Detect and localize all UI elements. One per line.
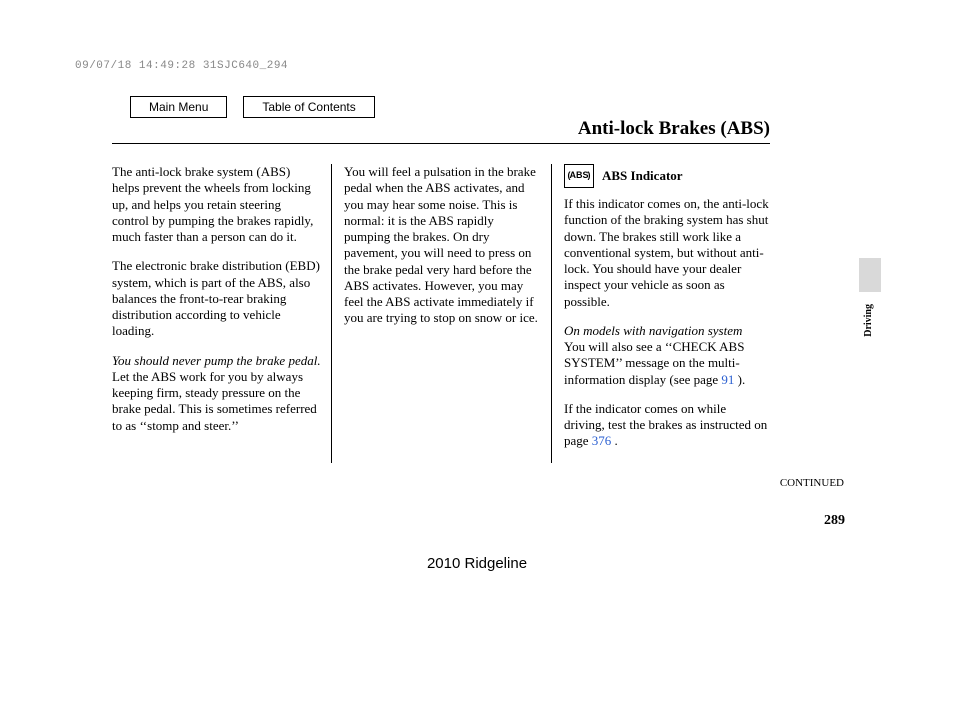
col1-para2: The electronic brake distribution (EBD) …	[112, 258, 321, 339]
col3-note-italic: On models with navigation system	[564, 323, 742, 338]
section-tab-bg	[859, 258, 881, 292]
page-link-91[interactable]: 91	[721, 372, 734, 387]
col1-para1: The anti-lock brake system (ABS) helps p…	[112, 164, 321, 245]
page-number: 289	[824, 513, 845, 529]
section-tab: Driving	[863, 304, 874, 337]
col3-para1: If this indicator comes on, the anti-loc…	[564, 196, 770, 310]
main-menu-button[interactable]: Main Menu	[130, 96, 227, 118]
page-title: Anti-lock Brakes (ABS)	[578, 118, 770, 140]
page-link-376[interactable]: 376	[592, 433, 612, 448]
col3-para2: You will also see a ‘‘CHECK ABS SYSTEM’’…	[564, 339, 770, 388]
col3-p3b: .	[611, 433, 618, 448]
toc-button[interactable]: Table of Contents	[243, 96, 374, 118]
column-3: ABS ABS Indicator If this indicator come…	[552, 164, 770, 463]
column-1: The anti-lock brake system (ABS) helps p…	[112, 164, 332, 463]
abs-indicator-label: ABS Indicator	[602, 168, 683, 184]
col1-para3-italic: You should never pump the brake pedal.	[112, 353, 321, 368]
column-2: You will feel a pulsation in the brake p…	[332, 164, 552, 463]
col1-para3: You should never pump the brake pedal. L…	[112, 353, 321, 434]
content-columns: The anti-lock brake system (ABS) helps p…	[112, 164, 770, 463]
abs-indicator-heading-row: ABS ABS Indicator	[564, 164, 770, 188]
col3-para3: If the indicator comes on while driving,…	[564, 401, 770, 450]
abs-warning-icon: ABS	[564, 164, 594, 188]
nav-button-row: Main Menu Table of Contents	[130, 96, 879, 118]
title-rule	[112, 143, 770, 144]
col1-para3-rest: Let the ABS work for you by always keepi…	[112, 369, 317, 433]
col2-para1: You will feel a pulsation in the brake p…	[344, 164, 541, 327]
col3-p2b: ).	[734, 372, 745, 387]
col3-p2a: You will also see a ‘‘CHECK ABS SYSTEM’’…	[564, 339, 744, 387]
col3-note: On models with navigation system	[564, 323, 770, 339]
continued-label: CONTINUED	[780, 477, 844, 489]
timestamp-header: 09/07/18 14:49:28 31SJC640_294	[75, 60, 879, 72]
abs-icon-text: ABS	[567, 170, 590, 181]
model-year-footer: 2010 Ridgeline	[0, 555, 954, 572]
